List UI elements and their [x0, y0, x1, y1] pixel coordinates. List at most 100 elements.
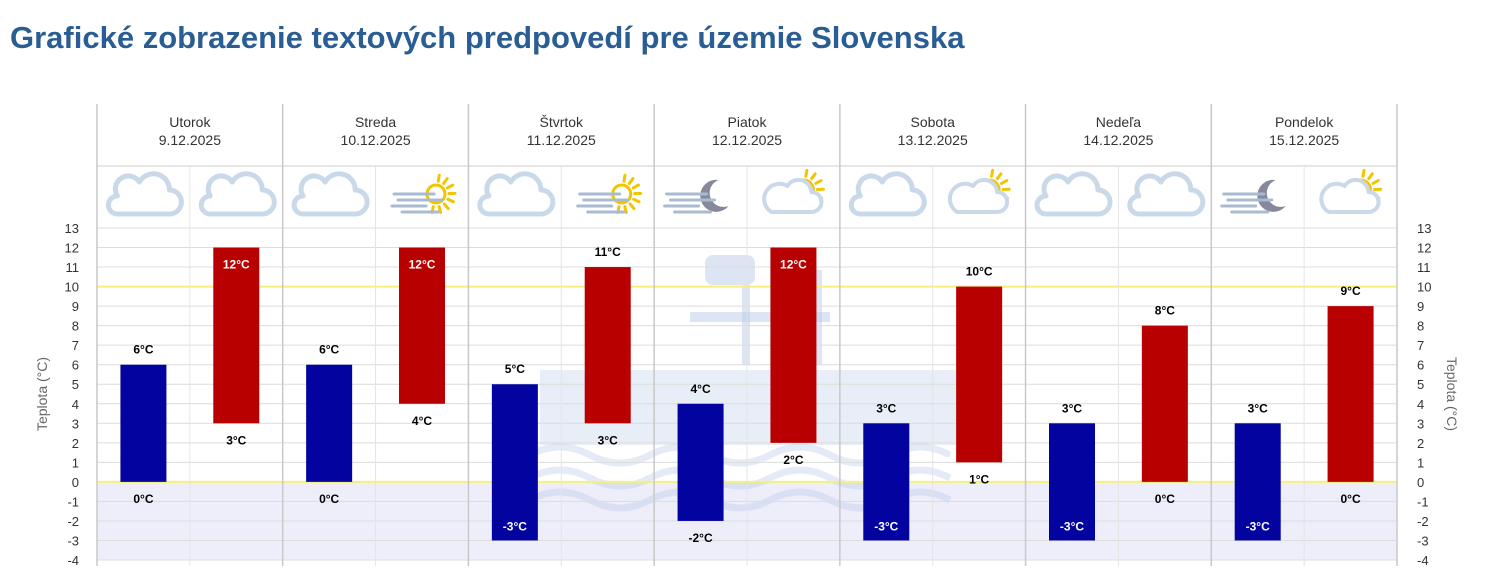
cloud-shape — [105, 171, 184, 217]
y-tick-label-right: -1 — [1417, 494, 1429, 509]
min-value-label: 3°C — [226, 433, 246, 447]
y-tick-label-left: 8 — [72, 319, 79, 334]
max-temp-bar — [584, 267, 631, 424]
y-tick-label-left: 7 — [72, 338, 79, 353]
max-value-label: 3°C — [876, 401, 896, 415]
min-temp-bar — [306, 364, 353, 482]
cloud-shape — [477, 171, 556, 217]
day-name: Piatok — [728, 114, 768, 130]
y-tick-label-right: 1 — [1417, 455, 1424, 470]
cloud-icon — [1127, 171, 1206, 217]
day-name: Sobota — [911, 114, 956, 130]
max-value-label: 11°C — [595, 245, 621, 259]
y-tick-label-left: 5 — [72, 377, 79, 392]
cloud-shape — [762, 177, 824, 214]
sun-ray — [995, 172, 1003, 181]
day-date: 14.12.2025 — [1083, 132, 1153, 148]
sun-ray — [437, 205, 443, 214]
day-date: 12.12.2025 — [712, 132, 782, 148]
y-tick-label-right: 6 — [1417, 358, 1424, 373]
cloud-icon — [1034, 171, 1113, 217]
min-value-label: 3°C — [598, 433, 618, 447]
y-tick-label-left: 13 — [65, 221, 79, 236]
y-tick-label-right: 3 — [1417, 416, 1424, 431]
sun-ray — [622, 173, 627, 183]
moon-shape — [700, 179, 729, 212]
max-temp-bar — [1327, 306, 1374, 482]
y-tick-label-right: -4 — [1417, 553, 1429, 568]
max-value-label: 6°C — [133, 343, 153, 357]
y-tick-label-left: 9 — [72, 299, 79, 314]
sun-ray — [1361, 168, 1366, 178]
y-tick-label-left: -4 — [67, 553, 79, 568]
cloud-icon — [105, 171, 184, 217]
min-value-label: 0°C — [319, 492, 339, 506]
max-value-label: 6°C — [319, 343, 339, 357]
y-tick-label-right: 2 — [1417, 436, 1424, 451]
moon-shape — [1257, 179, 1286, 212]
y-tick-label-right: 11 — [1417, 260, 1431, 275]
y-tick-label-left: 10 — [65, 280, 79, 295]
min-value-label: 0°C — [133, 492, 153, 506]
sun-ray — [627, 177, 635, 185]
max-value-label: 8°C — [1155, 304, 1175, 318]
max-value-label: 5°C — [505, 362, 525, 376]
min-value-label: -3°C — [1060, 519, 1084, 533]
day-date: 9.12.2025 — [159, 132, 221, 148]
cloud-icon — [477, 171, 556, 217]
day-name: Štvrtok — [539, 114, 584, 130]
sun-ray — [814, 179, 823, 185]
min-temp-bar — [120, 364, 167, 482]
sun-ray — [810, 172, 817, 181]
day-name: Utorok — [169, 114, 211, 130]
max-value-label: 10°C — [966, 265, 993, 279]
sun-ray — [1371, 179, 1380, 185]
sun-ray — [631, 183, 640, 190]
fog-sun-icon — [390, 173, 457, 215]
sun-ray — [1000, 179, 1009, 185]
day-name: Nedeľa — [1096, 114, 1142, 130]
max-temp-bar — [399, 247, 445, 404]
max-temp-bar — [770, 247, 817, 443]
day-name: Pondelok — [1275, 114, 1334, 130]
cloud-shape — [947, 177, 1010, 214]
y-tick-label-right: 0 — [1417, 475, 1424, 490]
cloud-icon — [291, 171, 370, 217]
min-value-label: 1°C — [969, 472, 989, 486]
y-tick-label-left: 11 — [66, 260, 80, 275]
page-title: Grafické zobrazenie textových predpovedí… — [10, 20, 965, 55]
watermark-shape — [742, 285, 750, 365]
sun-ray — [445, 183, 455, 190]
max-temp-bar — [956, 286, 1003, 463]
watermark-shape — [690, 312, 830, 322]
max-value-label: 12°C — [780, 258, 807, 272]
y-tick-label-right: 4 — [1417, 397, 1424, 412]
cloud-shape — [291, 171, 370, 217]
sun-ray — [623, 205, 628, 214]
sun-ray — [628, 202, 636, 211]
fog-moon-icon — [663, 179, 729, 214]
y-axis-title-left: Teplota (°C) — [34, 357, 50, 431]
max-temp-bar — [213, 247, 260, 424]
y-tick-label-left: -2 — [67, 514, 79, 529]
max-value-label: 12°C — [409, 258, 436, 272]
cloud-shape — [1319, 177, 1381, 214]
max-value-label: 3°C — [1248, 401, 1268, 415]
cloud-icon — [848, 171, 927, 217]
sun-ray — [804, 168, 809, 178]
sun-ray — [442, 202, 450, 211]
y-tick-label-right: -3 — [1417, 533, 1429, 548]
day-date: 10.12.2025 — [341, 132, 411, 148]
sun-ray — [442, 177, 449, 185]
y-tick-label-right: 5 — [1417, 377, 1424, 392]
min-temp-bar — [1234, 423, 1281, 541]
sun-cloud-icon — [1319, 168, 1383, 214]
cloud-shape — [198, 171, 277, 217]
y-tick-label-right: 7 — [1417, 338, 1424, 353]
y-tick-label-left: -1 — [67, 494, 79, 509]
min-temp-bar — [1049, 423, 1095, 541]
watermark-shape — [705, 255, 755, 285]
max-temp-bar — [1141, 325, 1188, 482]
min-value-label: 4°C — [412, 414, 432, 428]
